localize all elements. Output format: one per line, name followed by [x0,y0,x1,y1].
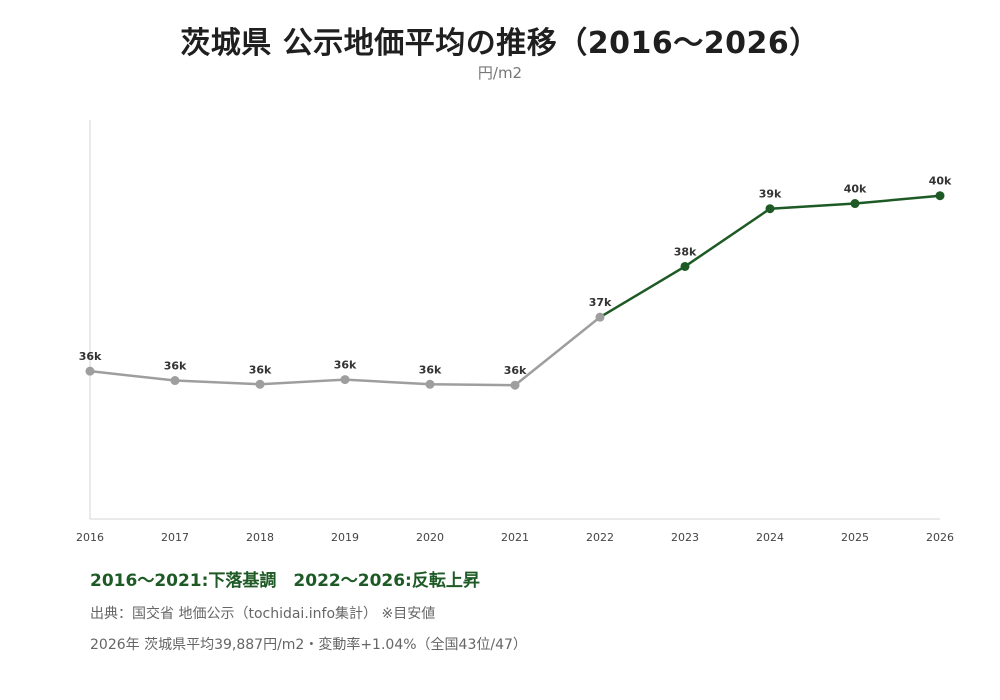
x-tick-label-2023: 2023 [671,531,699,544]
line-chart: 2016 2017 2018 2019 2020 2021 2022 2023 2024 2025… [76,120,954,544]
x-tick-label-2024: 2024 [756,531,784,544]
data-point-2021 [510,380,520,390]
trend-summary: 2016〜2021:下落基調 2022〜2026:反転上昇 [90,571,480,591]
data-point-2026 [935,191,945,201]
x-tick-label-2022: 2022 [586,531,614,544]
data-label-2021: 36k [504,364,527,377]
data-label-2017: 36k [164,360,187,373]
data-label-2023: 38k [674,245,697,258]
x-tick-label-2017: 2017 [161,531,189,544]
x-tick-label-2021: 2021 [501,531,529,544]
x-tick-label-2019: 2019 [331,531,359,544]
data-label-2025: 40k [844,183,867,196]
x-tick-label-2026: 2026 [926,531,954,544]
data-label-2016: 36k [79,350,102,363]
data-point-2025 [850,199,860,209]
series-line-segment-2 [598,194,942,319]
x-tick-label-2016: 2016 [76,531,104,544]
average-note: 2026年 茨城県平均39,887円/m2・変動率+1.04%（全国43位/47… [90,637,527,653]
data-label-2018: 36k [249,363,272,376]
data-label-2022: 37k [589,296,612,309]
data-label-2019: 36k [334,359,357,372]
data-point-2017 [170,376,180,386]
data-label-2026: 40k [929,175,952,188]
data-point-2022 [595,312,605,322]
x-tick-label-2020: 2020 [416,531,444,544]
data-point-2018 [255,379,265,389]
x-tick-label-2025: 2025 [841,531,869,544]
chart-subtitle: 円/m2 [477,64,523,82]
data-point-2024 [765,204,775,214]
x-tick-label-2018: 2018 [246,531,274,544]
data-point-2020 [425,379,435,389]
data-point-2023 [680,261,690,271]
chart-title: 茨城県 公示地価平均の推移（2016〜2026） [180,26,820,61]
data-point-2019 [340,375,350,385]
data-point-2016 [85,366,95,376]
data-label-2020: 36k [419,363,442,376]
source-note: 出典：国交省 地価公示（tochidai.info集計） ※目安値 [90,606,436,622]
data-label-2024: 39k [759,188,782,201]
